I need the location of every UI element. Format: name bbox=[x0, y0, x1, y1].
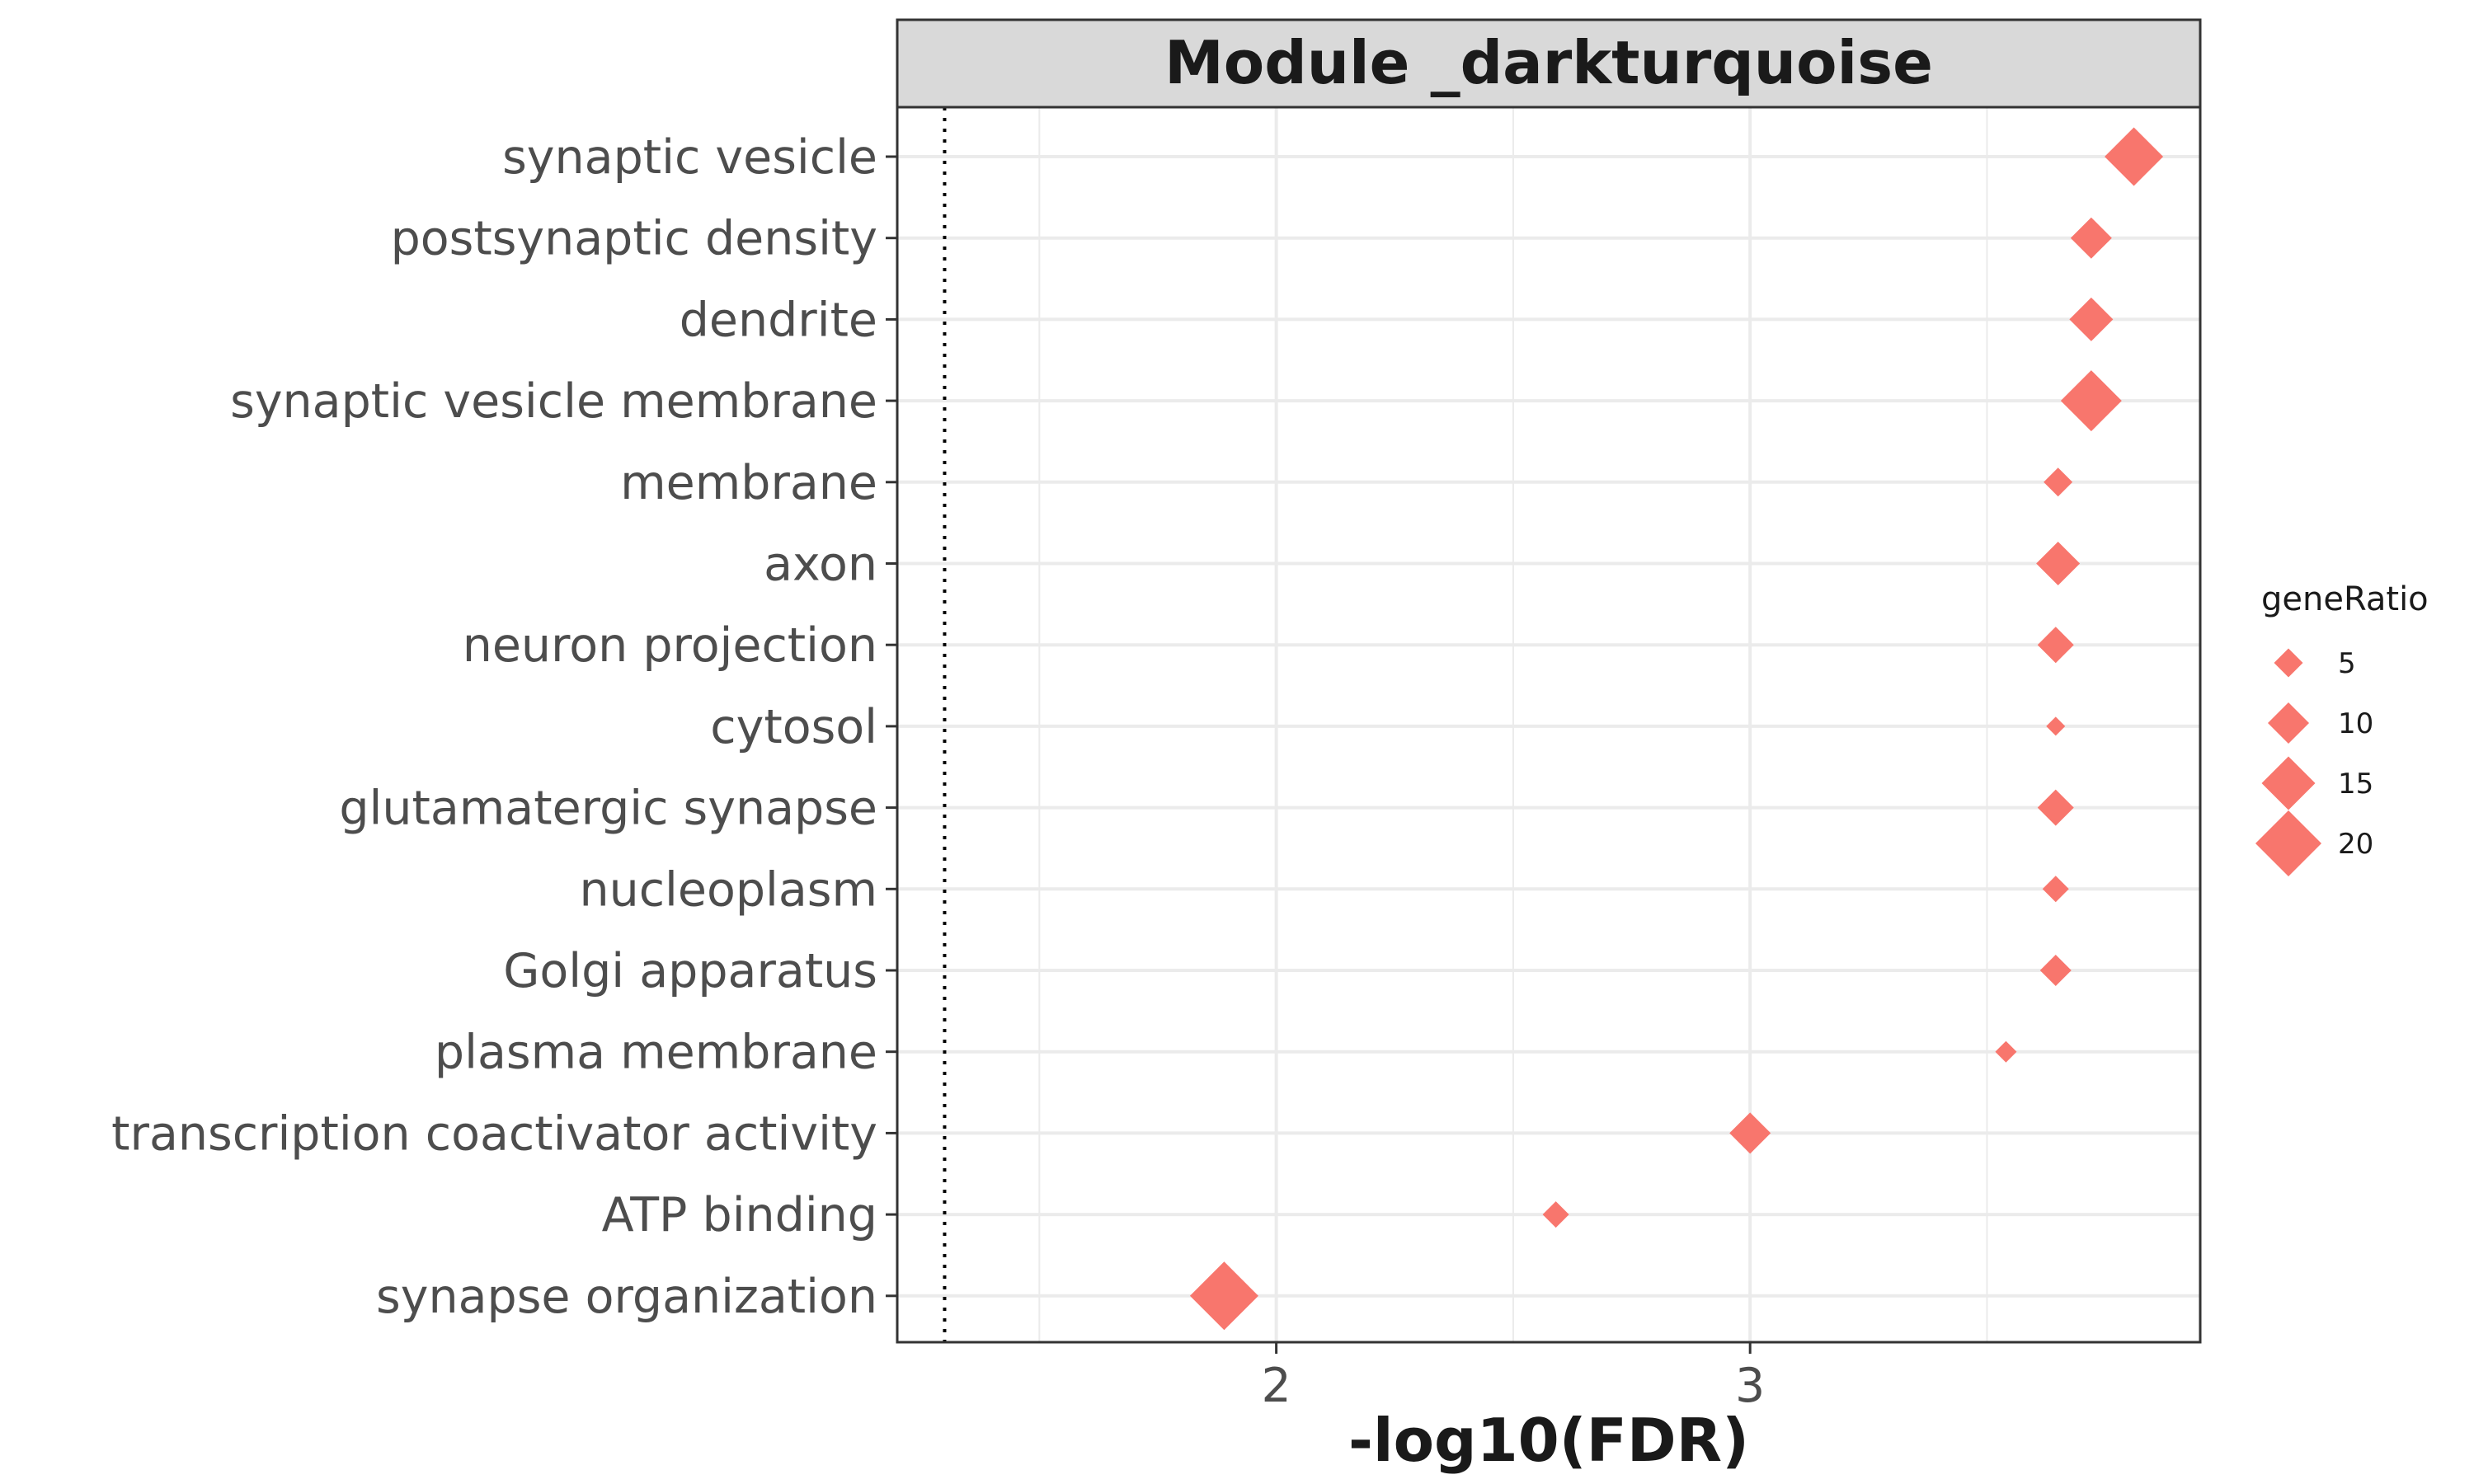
data-point bbox=[2060, 370, 2122, 432]
data-point bbox=[2037, 627, 2074, 664]
y-tick-label: synapse organization bbox=[376, 1270, 877, 1324]
legend-key bbox=[2268, 702, 2309, 744]
y-tick-label: synaptic vesicle bbox=[502, 130, 877, 185]
legend-label: 5 bbox=[2338, 647, 2356, 680]
x-axis-title: -log10(FDR) bbox=[1348, 1406, 1749, 1475]
legend-title: geneRatio bbox=[2261, 580, 2429, 618]
x-tick-label: 3 bbox=[1735, 1359, 1765, 1413]
data-point bbox=[1995, 1040, 2017, 1063]
legend-key bbox=[2255, 810, 2321, 876]
legend-label: 10 bbox=[2338, 707, 2373, 740]
y-tick-label: neuron projection bbox=[463, 618, 877, 673]
y-tick-label: nucleoplasm bbox=[579, 862, 877, 917]
y-tick-label: synaptic vesicle membrane bbox=[230, 374, 877, 429]
data-point bbox=[2039, 955, 2072, 986]
y-tick-label: membrane bbox=[620, 456, 877, 510]
data-point bbox=[2044, 467, 2073, 497]
size-legend: 5 10 15 20 bbox=[2255, 647, 2373, 876]
legend-key bbox=[2261, 756, 2316, 810]
legend-label: 15 bbox=[2338, 768, 2373, 801]
data-points bbox=[1189, 127, 2164, 1331]
y-axis: synaptic vesicle postsynaptic density dend… bbox=[111, 130, 897, 1324]
y-tick-label: dendrite bbox=[680, 293, 877, 347]
data-point bbox=[2105, 127, 2164, 186]
x-tick-label: 2 bbox=[1262, 1359, 1291, 1413]
data-point bbox=[2046, 716, 2066, 736]
data-point bbox=[2042, 876, 2069, 903]
strip-header bbox=[896, 18, 2202, 109]
chart-title: Module _darkturquoise bbox=[1164, 28, 1933, 97]
y-tick-label: glutamatergic synapse bbox=[339, 782, 877, 836]
y-tick-label: cytosol bbox=[710, 700, 877, 754]
y-tick-label: plasma membrane bbox=[435, 1026, 877, 1080]
legend-key bbox=[2274, 648, 2303, 678]
y-tick-label: transcription coactivator activity bbox=[111, 1106, 877, 1161]
y-tick-label: postsynaptic density bbox=[391, 212, 877, 266]
data-point bbox=[1729, 1112, 1771, 1154]
data-point bbox=[2037, 789, 2074, 826]
data-point bbox=[2036, 542, 2081, 585]
data-point bbox=[1189, 1261, 1258, 1331]
data-point bbox=[2069, 297, 2114, 341]
y-tick-label: axon bbox=[764, 538, 877, 592]
data-point bbox=[1542, 1201, 1569, 1228]
legend-label: 20 bbox=[2338, 828, 2373, 861]
y-tick-label: ATP binding bbox=[602, 1188, 877, 1242]
y-tick-label: Golgi apparatus bbox=[503, 944, 877, 998]
plot-border bbox=[896, 106, 2202, 1344]
data-point bbox=[2070, 217, 2112, 259]
